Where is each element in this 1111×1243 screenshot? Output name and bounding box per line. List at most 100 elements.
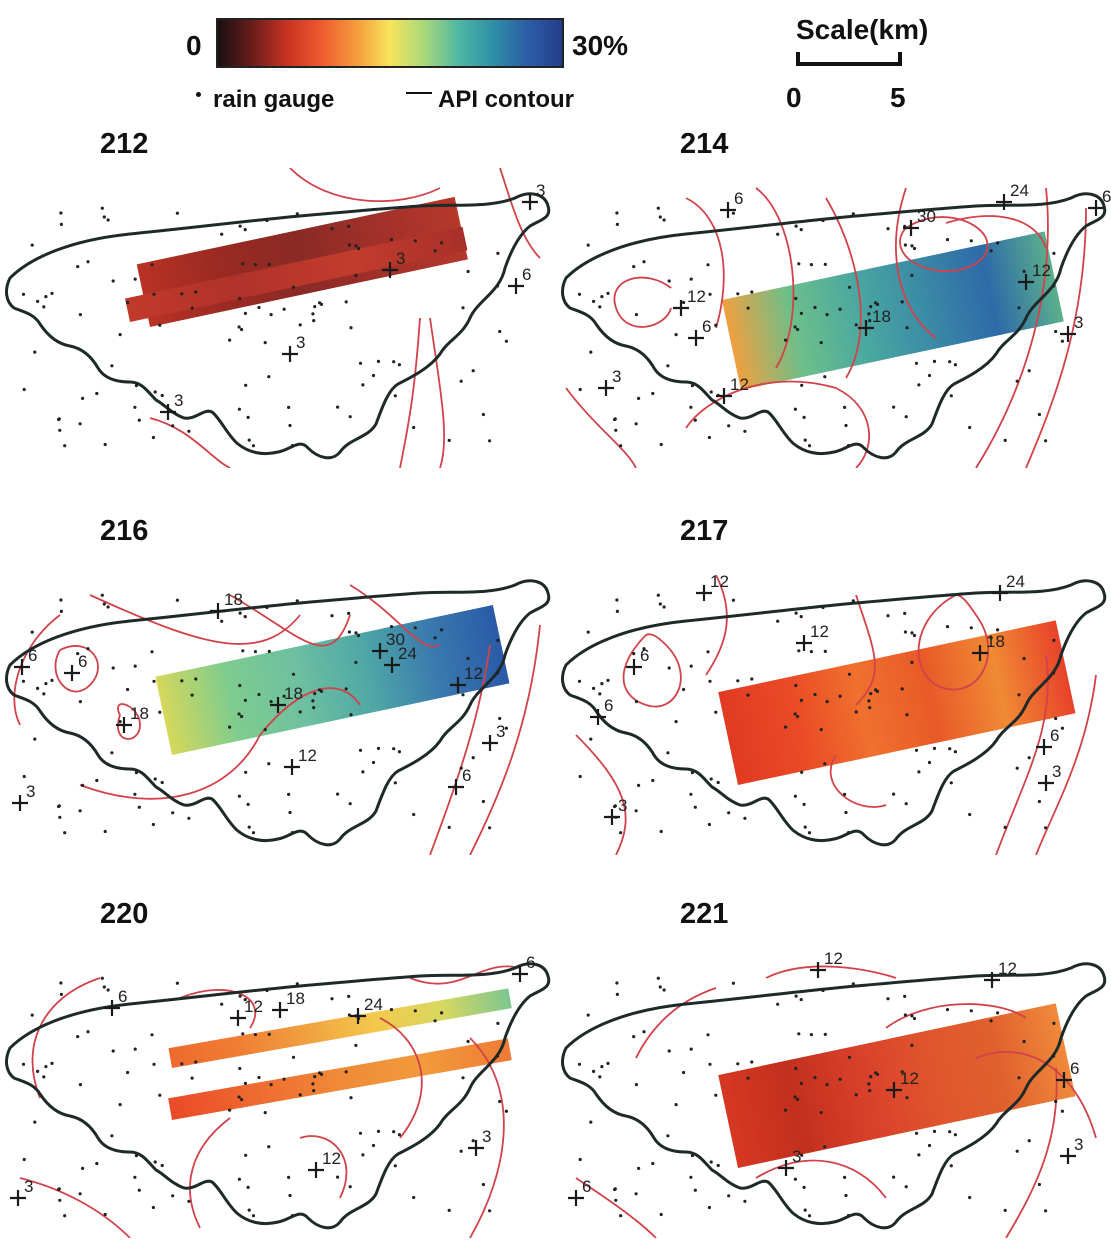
- rain-gauge-dot: [793, 1095, 797, 1099]
- rain-gauge-dot: [615, 609, 619, 613]
- rain-gauge-dot: [868, 1089, 872, 1093]
- contour-value-label: 24: [364, 995, 383, 1014]
- api-contour-line: [829, 754, 887, 808]
- contour-marker: 3: [522, 181, 545, 210]
- rain-gauge-dot: [237, 794, 241, 798]
- rain-gauge-dot: [996, 628, 1000, 632]
- rain-gauge-dot: [240, 1097, 244, 1102]
- rain-gauge-dot: [57, 417, 61, 422]
- rain-gauge-dot: [651, 778, 655, 783]
- cross-marker-icon: [508, 278, 524, 294]
- rain-gauge-dot: [263, 1111, 267, 1115]
- rain-gauge-dot: [265, 218, 269, 223]
- rain-gauge-dot: [58, 1198, 62, 1202]
- rain-gauge-dot: [949, 1164, 953, 1168]
- rain-gauge-dot: [615, 211, 619, 215]
- contour-value-label: 18: [284, 684, 303, 703]
- rain-gauge-dot: [821, 218, 825, 223]
- contour-marker: 24: [384, 644, 417, 673]
- rain-gauge-dot: [220, 1002, 224, 1006]
- legend: 0 30% rain gauge API contour Scale(km) 0…: [0, 0, 1111, 120]
- rain-gauge-dot: [498, 329, 502, 334]
- rain-gauge-dot: [44, 1065, 48, 1069]
- rain-gauge-dot: [86, 647, 90, 651]
- rain-gauge-dot: [851, 982, 855, 986]
- panel-title: 217: [680, 515, 729, 547]
- rain-gauge-dot: [246, 415, 250, 419]
- rain-gauge-dot: [809, 1033, 813, 1037]
- rain-gauge-dot: [1037, 1182, 1041, 1187]
- rain-gauge-dot: [238, 611, 242, 615]
- rain-gauge-dot: [910, 660, 914, 664]
- contour-value-label: 3: [482, 1127, 491, 1146]
- api-contour-line: [635, 987, 717, 1059]
- rain-gauge-dot: [904, 1185, 908, 1189]
- rain-gauge-dot: [632, 265, 636, 269]
- contour-value-label: 18: [286, 989, 305, 1008]
- cross-marker-icon: [384, 657, 400, 673]
- cross-marker-icon: [468, 1140, 484, 1156]
- rain-gauge-dot: [133, 277, 137, 281]
- rain-gauge-dot: [914, 748, 919, 752]
- rain-gauge-dot: [496, 1021, 500, 1025]
- rain-gauge-dot: [736, 292, 740, 296]
- rain-gauge-dot: [336, 792, 340, 796]
- rain-gauge-dot: [750, 290, 754, 294]
- contour-marker: 12: [984, 959, 1017, 988]
- contour-marker: 6: [1036, 726, 1059, 755]
- rain-gauge-dot: [867, 312, 871, 316]
- rain-gauge-dot: [246, 1185, 250, 1189]
- rain-gauge-dot: [912, 633, 917, 638]
- rain-gauge-dot: [312, 706, 316, 710]
- contour-value-label: 18: [224, 590, 243, 609]
- rain-gauge-dot: [133, 405, 137, 409]
- rain-gauge-dot: [968, 425, 972, 430]
- rain-gauge-dot: [488, 439, 492, 443]
- rain-gauge-dot: [291, 285, 296, 289]
- rain-gauge-dot: [803, 438, 807, 442]
- contour-value-label: 3: [26, 782, 35, 801]
- rain-gauge-dot: [240, 714, 244, 719]
- rain-gauge-dot: [945, 238, 950, 242]
- rain-gauge-dot: [471, 1139, 475, 1143]
- rain-gauge-dot: [330, 614, 334, 618]
- cross-marker-icon: [696, 585, 712, 601]
- rain-gauge-dot: [1037, 412, 1041, 417]
- contour-marker: 3: [598, 367, 621, 396]
- api-contour-line: [975, 187, 1049, 468]
- rain-gauge-dot: [447, 1208, 451, 1212]
- rain-gauge-dot: [1052, 1054, 1056, 1058]
- rain-gauge-dot: [846, 1214, 851, 1218]
- rain-gauge-dot: [481, 799, 485, 804]
- contour-marker: 12: [308, 1149, 341, 1178]
- rain-gauge-dot: [371, 373, 376, 378]
- rain-gauge-dot: [659, 829, 663, 834]
- rain-gauge-dot: [1054, 716, 1058, 721]
- api-contour-line: [299, 1135, 348, 1199]
- api-contour-line: [19, 1177, 131, 1238]
- rain-gauge-dot: [736, 1062, 740, 1066]
- rain-gauge-dot: [846, 444, 851, 448]
- rain-gauge-dot: [682, 1070, 686, 1075]
- rain-gauge-dot: [689, 405, 693, 409]
- rain-gauge-dot: [706, 1033, 710, 1037]
- api-contour-line: [429, 644, 491, 855]
- rain-gauge-dot: [867, 699, 871, 703]
- rain-gauge-dot: [794, 683, 798, 688]
- rain-gauge-dot: [892, 1175, 896, 1179]
- rain-gauge-dot: [851, 599, 855, 603]
- rain-gauge-dot: [160, 393, 164, 398]
- rain-gauge-dot: [151, 435, 155, 440]
- rain-gauge-dot: [949, 394, 953, 398]
- rain-gauge-dot: [504, 726, 508, 730]
- rain-gauge-dot: [776, 619, 780, 623]
- rain-gauge-dot: [868, 319, 872, 323]
- map-panel-216: 216 18 6 6 30 24 12 18 18 12 3 3 6: [0, 515, 555, 860]
- soil-moisture-strip: [718, 1003, 1076, 1168]
- rain-gauge-dot: [903, 243, 907, 247]
- rain-gauge-dot: [496, 251, 500, 255]
- rain-gauge-dot: [1060, 726, 1064, 730]
- contour-value-label: 3: [396, 249, 405, 268]
- rain-gauge-dot: [969, 239, 973, 243]
- rain-gauge-dot: [86, 1030, 90, 1034]
